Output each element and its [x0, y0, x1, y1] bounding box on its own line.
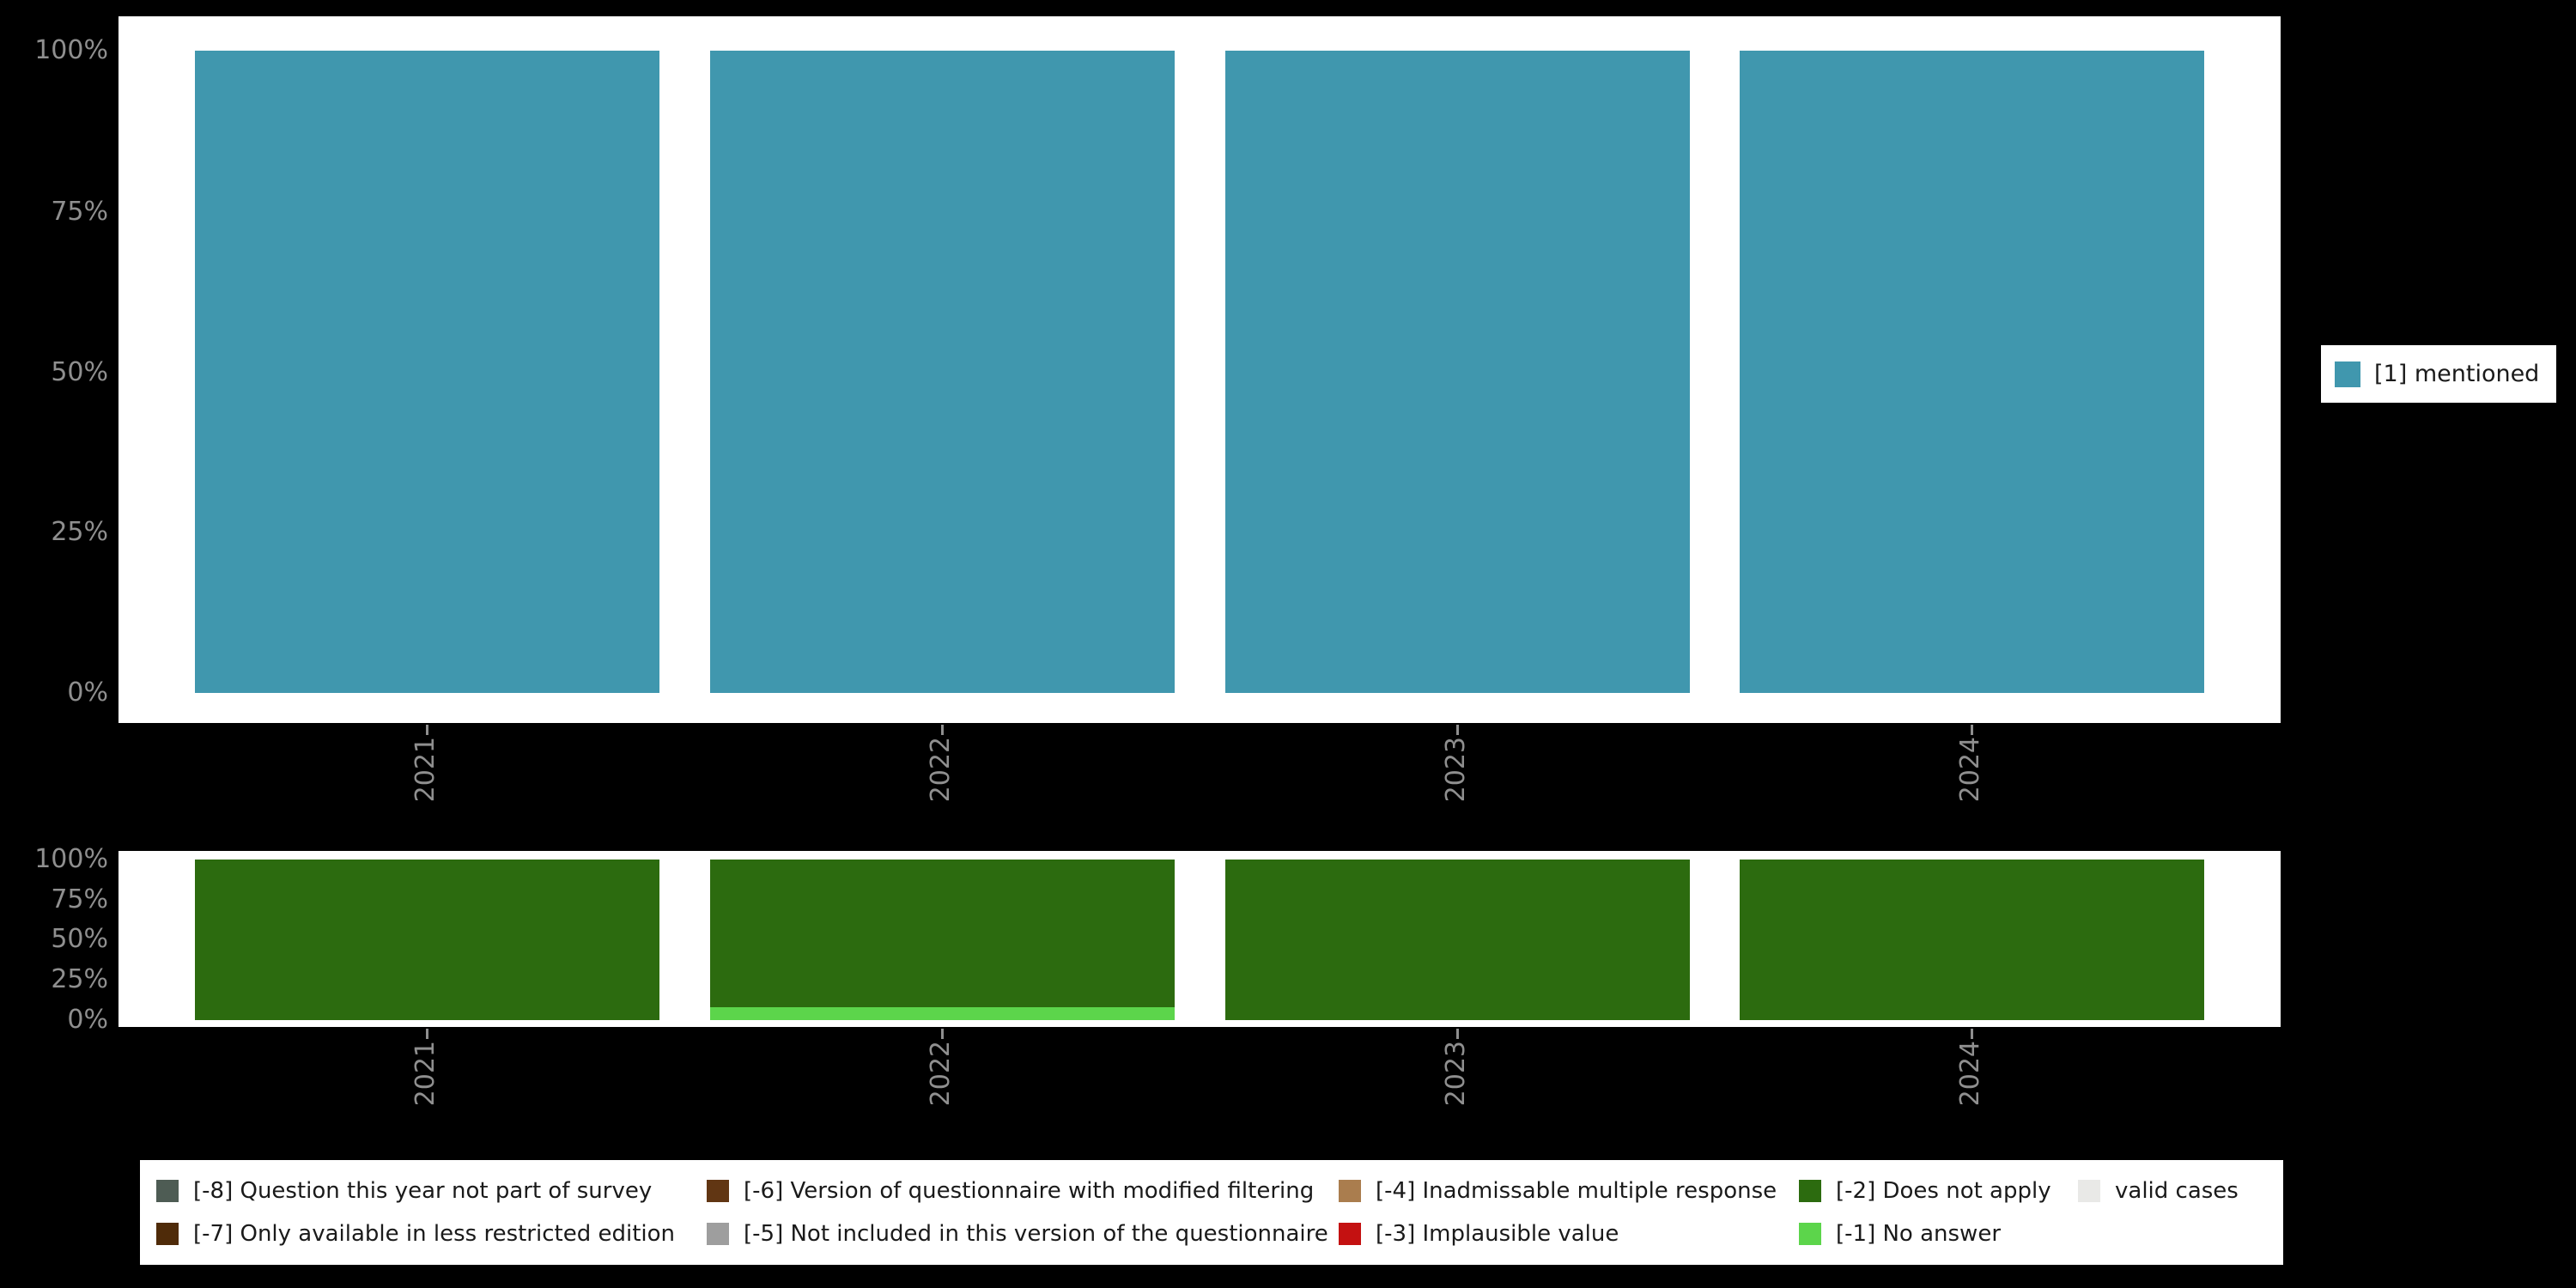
legend-label: [-7] Only available in less restricted e…: [193, 1221, 676, 1247]
bar-segment-2023: [1224, 51, 1690, 693]
legend-item: [-2] Does not apply: [1799, 1178, 2078, 1204]
x-axis-label: 2023: [1441, 737, 1471, 803]
x-axis-label: 2022: [926, 737, 956, 803]
legend-item: valid cases: [2078, 1178, 2266, 1204]
x-axis-label: 2023: [1441, 1041, 1471, 1107]
legend-label: [-2] Does not apply: [1836, 1178, 2051, 1204]
x-axis-tick: [1456, 1029, 1459, 1039]
y-axis-label: 0%: [67, 1005, 108, 1035]
legend-item: [-1] No answer: [1799, 1221, 2078, 1247]
y-axis-label: 75%: [51, 884, 108, 914]
legend-label: [-6] Version of questionnaire with modif…: [744, 1178, 1315, 1204]
mentioned-legend-swatch: [2335, 361, 2360, 387]
legend-label: [-3] Implausible value: [1376, 1221, 1619, 1247]
legend-label: [-8] Question this year not part of surv…: [193, 1178, 653, 1204]
missing-values-legend: [-8] Question this year not part of surv…: [140, 1160, 2283, 1265]
y-axis-label: 50%: [51, 357, 108, 387]
legend-item: [-6] Version of questionnaire with modif…: [707, 1178, 1339, 1204]
bar-segment-2022: [709, 860, 1175, 1008]
x-axis-tick: [1971, 1029, 1973, 1039]
y-axis-label: 25%: [51, 964, 108, 994]
y-axis-label: 100%: [34, 35, 108, 65]
bar-segment-2022: [709, 1007, 1175, 1020]
y-axis-label: 0%: [67, 677, 108, 708]
y-axis-label: 100%: [34, 844, 108, 874]
x-axis-label: 2024: [1955, 1041, 1985, 1107]
legend-label: [-5] Not included in this version of the…: [744, 1221, 1328, 1247]
x-axis-tick: [941, 725, 944, 735]
legend-swatch: [707, 1180, 729, 1202]
x-axis-label: 2021: [410, 1041, 440, 1107]
legend-swatch: [2078, 1180, 2100, 1202]
legend-swatch: [1799, 1180, 1821, 1202]
bar-segment-2024: [1739, 860, 2204, 1020]
legend-label: valid cases: [2115, 1178, 2239, 1204]
missing-values-chart-panel: [118, 851, 2281, 1027]
legend-item: [-4] Inadmissable multiple response: [1339, 1178, 1799, 1204]
legend-swatch: [1799, 1223, 1821, 1245]
legend-label: [-4] Inadmissable multiple response: [1376, 1178, 1777, 1204]
bar-segment-2022: [709, 51, 1175, 693]
x-axis-label: 2021: [410, 737, 440, 803]
bar-segment-2024: [1739, 51, 2204, 693]
x-axis-label: 2022: [926, 1041, 956, 1107]
x-axis-label: 2024: [1955, 737, 1985, 803]
legend-swatch: [156, 1180, 179, 1202]
mentioned-chart-panel: [118, 16, 2281, 723]
x-axis-tick: [1456, 725, 1459, 735]
legend-label: [-1] No answer: [1836, 1221, 2002, 1247]
x-axis-tick: [941, 1029, 944, 1039]
x-axis-tick: [426, 725, 428, 735]
bar-segment-2021: [194, 860, 659, 1020]
x-axis-tick: [1971, 725, 1973, 735]
legend-swatch: [707, 1223, 729, 1245]
legend-swatch: [1339, 1180, 1361, 1202]
legend-item: [-7] Only available in less restricted e…: [156, 1221, 707, 1247]
legend-item: [-8] Question this year not part of surv…: [156, 1178, 707, 1204]
y-axis-label: 50%: [51, 924, 108, 954]
legend-swatch: [1339, 1223, 1361, 1245]
y-axis-label: 75%: [51, 197, 108, 227]
legend-swatch: [156, 1223, 179, 1245]
bar-segment-2021: [194, 51, 659, 693]
chart-legend: [1] mentioned: [2321, 345, 2556, 403]
y-axis-label: 25%: [51, 517, 108, 547]
bar-segment-2023: [1224, 860, 1690, 1020]
mentioned-legend-label: [1] mentioned: [2374, 361, 2540, 387]
x-axis-tick: [426, 1029, 428, 1039]
legend-item: [-5] Not included in this version of the…: [707, 1221, 1339, 1247]
legend-item: [-3] Implausible value: [1339, 1221, 1799, 1247]
